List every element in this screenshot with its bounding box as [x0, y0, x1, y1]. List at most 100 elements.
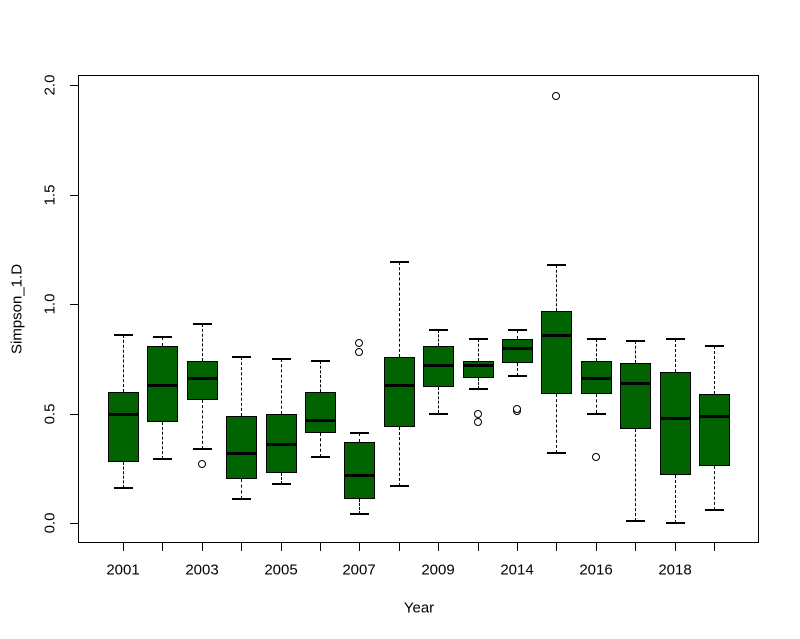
x-axis-tick	[359, 543, 360, 551]
y-axis-tick-label: 1.5	[41, 184, 59, 205]
plot-frame	[78, 75, 759, 543]
x-axis-tick	[241, 543, 242, 551]
median-line	[383, 384, 415, 388]
upper-whisker-cap	[310, 359, 330, 362]
boxplot-box	[343, 441, 375, 499]
lower-whisker-line	[438, 387, 439, 414]
lower-whisker-line	[478, 378, 479, 390]
upper-whisker-line	[162, 336, 163, 346]
lower-whisker-line	[517, 363, 518, 377]
x-axis-tick-label: 2003	[185, 561, 219, 579]
upper-whisker-cap	[704, 344, 724, 347]
median-line	[462, 364, 494, 368]
upper-whisker-cap	[389, 261, 409, 264]
boxplot-box	[146, 345, 178, 423]
median-line	[186, 377, 218, 381]
y-axis-tick-label: 0.0	[41, 512, 59, 534]
y-axis-tick	[70, 85, 78, 86]
lower-whisker-cap	[231, 497, 251, 500]
lower-whisker-line	[714, 466, 715, 510]
y-axis-tick-label: 2.0	[41, 74, 59, 96]
upper-whisker-cap	[231, 355, 251, 358]
lower-whisker-line	[635, 428, 636, 521]
median-line	[698, 414, 730, 418]
boxplot-box	[540, 310, 572, 394]
outlier-point	[198, 459, 206, 468]
upper-whisker-line	[202, 323, 203, 361]
lower-whisker-cap	[310, 456, 330, 459]
upper-whisker-line	[123, 334, 124, 392]
median-line	[107, 412, 139, 416]
upper-whisker-cap	[546, 263, 566, 266]
x-axis-tick	[281, 543, 282, 551]
upper-whisker-line	[714, 345, 715, 394]
x-axis-tick	[123, 543, 124, 551]
upper-whisker-line	[281, 358, 282, 414]
lower-whisker-cap	[586, 412, 606, 415]
x-axis-title: Year	[403, 599, 435, 617]
boxplot-box	[659, 371, 691, 475]
lower-whisker-line	[596, 393, 597, 414]
lower-whisker-cap	[389, 484, 409, 487]
y-axis-tick	[70, 523, 78, 524]
median-line	[501, 346, 533, 350]
upper-whisker-line	[675, 339, 676, 372]
boxplot-box	[107, 391, 139, 462]
upper-whisker-line	[556, 264, 557, 311]
outlier-point	[474, 409, 482, 418]
upper-whisker-line	[320, 360, 321, 392]
lower-whisker-cap	[507, 375, 527, 378]
boxplot-box	[383, 356, 415, 427]
x-axis-tick	[635, 543, 636, 551]
upper-whisker-line	[596, 339, 597, 361]
upper-whisker-cap	[507, 329, 527, 332]
outlier-point	[592, 453, 600, 462]
upper-whisker-line	[241, 356, 242, 416]
median-line	[265, 443, 297, 447]
y-axis-tick-label: 1.0	[41, 293, 59, 315]
y-axis-tick-label: 0.5	[41, 403, 59, 424]
y-axis-tick	[70, 194, 78, 196]
x-axis-tick	[320, 543, 321, 551]
x-axis-tick-label: 2001	[106, 561, 140, 579]
median-line	[619, 381, 651, 385]
median-line	[343, 473, 375, 477]
y-axis-tick	[70, 304, 78, 305]
x-axis-tick-label: 2005	[264, 561, 298, 579]
lower-whisker-line	[675, 474, 676, 523]
x-axis-tick-label: 2009	[421, 561, 455, 579]
lower-whisker-cap	[152, 458, 172, 461]
lower-whisker-line	[123, 461, 124, 488]
lower-whisker-line	[202, 400, 203, 449]
y-axis-title: Simpson_1.D	[8, 263, 26, 355]
median-line	[580, 377, 612, 381]
median-line	[540, 333, 572, 337]
outlier-point	[513, 405, 521, 414]
lower-whisker-line	[320, 433, 321, 458]
upper-whisker-line	[359, 433, 360, 442]
boxplot-box	[304, 391, 336, 434]
upper-whisker-cap	[152, 335, 172, 338]
upper-whisker-line	[399, 262, 400, 357]
boxplot-box	[265, 413, 297, 473]
x-axis-tick	[714, 543, 715, 551]
outlier-point	[552, 91, 560, 100]
x-axis-tick-label: 2014	[500, 561, 534, 579]
outlier-point	[474, 418, 482, 427]
upper-whisker-line	[478, 339, 479, 361]
upper-whisker-line	[438, 330, 439, 346]
lower-whisker-line	[281, 472, 282, 484]
lower-whisker-line	[162, 422, 163, 460]
x-axis-tick	[202, 543, 203, 551]
lower-whisker-cap	[468, 388, 488, 391]
lower-whisker-cap	[192, 447, 212, 450]
upper-whisker-cap	[271, 357, 291, 360]
boxplot-box	[186, 360, 218, 401]
lower-whisker-cap	[271, 482, 291, 485]
outlier-point	[355, 339, 363, 348]
x-axis-tick	[556, 543, 557, 551]
x-axis-tick	[162, 543, 163, 551]
x-axis-tick-label: 2018	[658, 561, 692, 579]
x-axis-tick-label: 2016	[579, 561, 613, 579]
